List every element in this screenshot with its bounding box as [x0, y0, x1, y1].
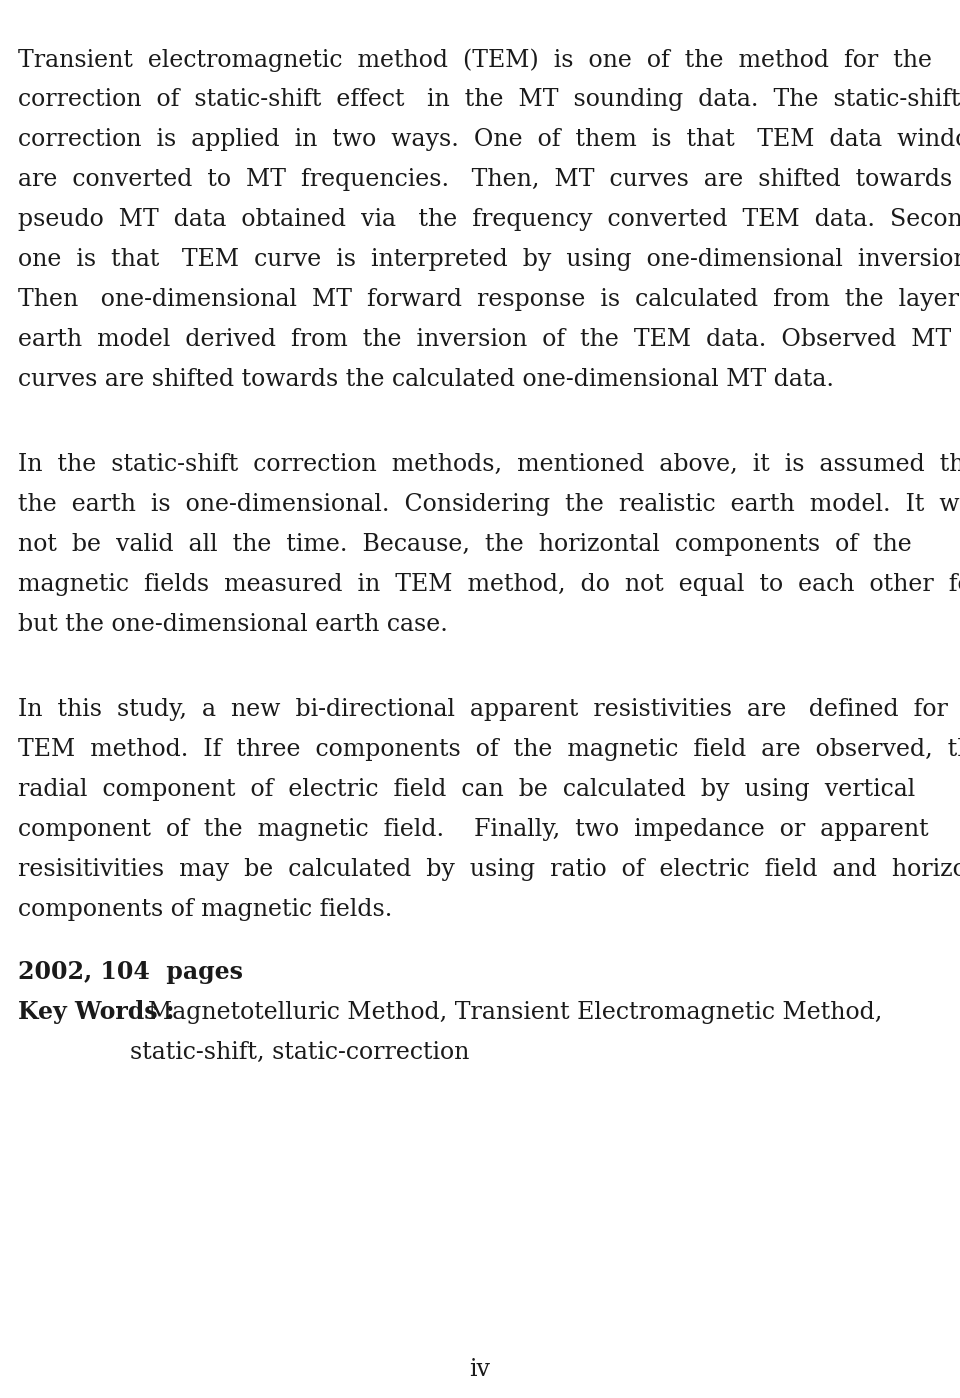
Text: iv: iv	[469, 1357, 491, 1381]
Text: TEM  method.  If  three  components  of  the  magnetic  field  are  observed,  t: TEM method. If three components of the m…	[18, 738, 960, 761]
Text: but the one-dimensional earth case.: but the one-dimensional earth case.	[18, 612, 448, 636]
Text: In  this  study,  a  new  bi-directional  apparent  resistivities  are   defined: In this study, a new bi-directional appa…	[18, 698, 960, 721]
Text: Then   one-dimensional  MT  forward  response  is  calculated  from  the  layere: Then one-dimensional MT forward response…	[18, 288, 960, 310]
Text: components of magnetic fields.: components of magnetic fields.	[18, 898, 393, 921]
Text: Magnetotelluric Method, Transient Electromagnetic Method,: Magnetotelluric Method, Transient Electr…	[148, 1001, 882, 1023]
Text: earth  model  derived  from  the  inversion  of  the  TEM  data.  Observed  MT: earth model derived from the inversion o…	[18, 329, 951, 351]
Text: curves are shifted towards the calculated one-dimensional MT data.: curves are shifted towards the calculate…	[18, 368, 834, 391]
Text: Transient  electromagnetic  method  (TEM)  is  one  of  the  method  for  the: Transient electromagnetic method (TEM) i…	[18, 48, 932, 71]
Text: pseudo  MT  data  obtained  via   the  frequency  converted  TEM  data.  Second: pseudo MT data obtained via the frequenc…	[18, 208, 960, 231]
Text: In  the  static-shift  correction  methods,  mentioned  above,  it  is  assumed : In the static-shift correction methods, …	[18, 453, 960, 475]
Text: static-shift, static-correction: static-shift, static-correction	[130, 1040, 469, 1064]
Text: component  of  the  magnetic  field.    Finally,  two  impedance  or  apparent: component of the magnetic field. Finally…	[18, 818, 928, 842]
Text: magnetic  fields  measured  in  TEM  method,  do  not  equal  to  each  other  f: magnetic fields measured in TEM method, …	[18, 573, 960, 596]
Text: not  be  valid  all  the  time.  Because,  the  horizontal  components  of  the: not be valid all the time. Because, the …	[18, 533, 912, 556]
Text: are  converted  to  MT  frequencies.   Then,  MT  curves  are  shifted  towards: are converted to MT frequencies. Then, M…	[18, 168, 952, 192]
Text: resisitivities  may  be  calculated  by  using  ratio  of  electric  field  and : resisitivities may be calculated by usin…	[18, 858, 960, 881]
Text: Key Words :: Key Words :	[18, 1001, 182, 1025]
Text: one  is  that   TEM  curve  is  interpreted  by  using  one-dimensional  inversi: one is that TEM curve is interpreted by …	[18, 247, 960, 271]
Text: the  earth  is  one-dimensional.  Considering  the  realistic  earth  model.  It: the earth is one-dimensional. Considerin…	[18, 493, 960, 516]
Text: correction  of  static-shift  effect   in  the  MT  sounding  data.  The  static: correction of static-shift effect in the…	[18, 88, 960, 110]
Text: radial  component  of  electric  field  can  be  calculated  by  using  vertical: radial component of electric field can b…	[18, 779, 915, 801]
Text: 2002, 104  pages: 2002, 104 pages	[18, 960, 243, 984]
Text: correction  is  applied  in  two  ways.  One  of  them  is  that   TEM  data  wi: correction is applied in two ways. One o…	[18, 129, 960, 151]
